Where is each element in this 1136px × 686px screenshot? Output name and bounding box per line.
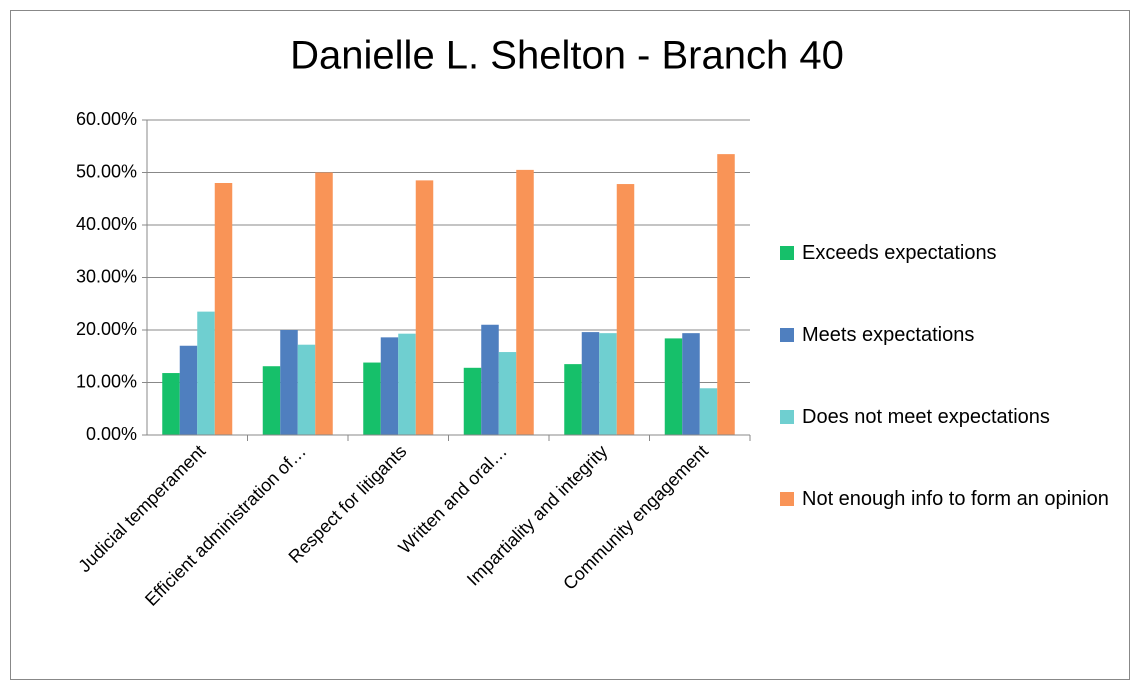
bar (616, 184, 635, 435)
bar (214, 183, 233, 435)
legend-label: Exceeds expectations (802, 242, 997, 264)
bar (280, 330, 298, 435)
bar (599, 333, 617, 435)
bar (564, 364, 582, 435)
y-tick-label: 0.00% (86, 424, 137, 444)
legend-item: Meets expectations (780, 320, 1120, 350)
y-tick-label: 20.00% (76, 319, 137, 339)
bar (179, 345, 198, 435)
chart-border (10, 10, 1130, 680)
bar (516, 169, 534, 435)
bar (463, 367, 482, 435)
bar (162, 373, 180, 435)
bar (363, 362, 381, 435)
bar (498, 352, 517, 435)
bar (398, 333, 416, 435)
legend-item: Does not meet expectations (780, 402, 1120, 432)
bar (481, 324, 499, 435)
bar (315, 172, 333, 435)
legend-item: Not enough info to form an opinion (780, 484, 1120, 514)
legend-swatch (780, 492, 794, 506)
legend-label: Meets expectations (802, 324, 975, 346)
bar (699, 388, 718, 435)
y-tick-label: 40.00% (76, 214, 137, 234)
y-tick-label: 30.00% (76, 266, 137, 286)
chart-title: Danielle L. Shelton - Branch 40 (290, 34, 844, 78)
bar (415, 180, 434, 435)
legend-item: Exceeds expectations (780, 238, 1120, 268)
legend-label: Does not meet expectations (802, 406, 1050, 428)
bar (581, 332, 600, 435)
y-tick-label: 10.00% (76, 371, 137, 391)
bar (682, 333, 700, 435)
bar (380, 337, 399, 435)
bar (197, 311, 215, 435)
y-tick-label: 50.00% (76, 161, 137, 181)
bar (664, 338, 683, 435)
y-tick-label: 60.00% (76, 109, 137, 129)
bar (297, 344, 316, 435)
bar (717, 154, 735, 435)
legend-swatch (780, 410, 794, 424)
legend-swatch (780, 246, 794, 260)
legend-swatch (780, 328, 794, 342)
legend-label: Not enough info to form an opinion (802, 488, 1109, 510)
bar (262, 366, 281, 435)
